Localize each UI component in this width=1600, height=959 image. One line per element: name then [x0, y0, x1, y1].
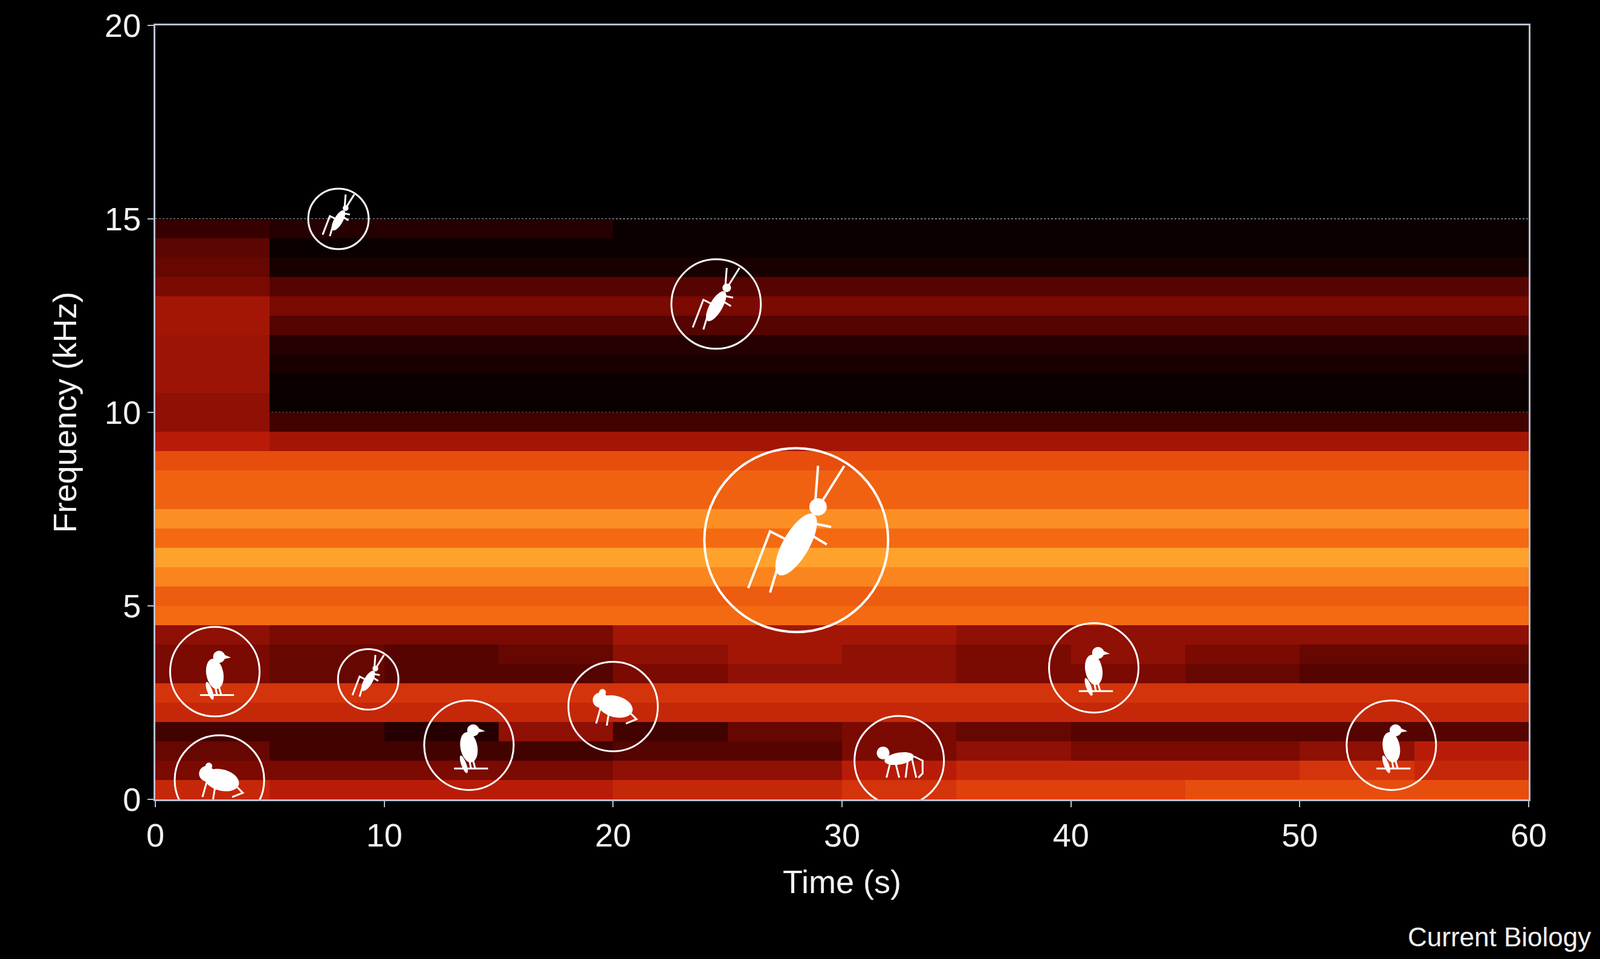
- svg-text:5: 5: [122, 587, 141, 624]
- svg-text:50: 50: [1281, 816, 1318, 853]
- svg-text:10: 10: [104, 394, 141, 431]
- svg-text:0: 0: [146, 816, 165, 853]
- svg-text:20: 20: [594, 816, 632, 853]
- svg-text:30: 30: [823, 816, 861, 853]
- svg-text:Time (s): Time (s): [782, 863, 902, 900]
- svg-text:0: 0: [122, 780, 141, 818]
- svg-text:60: 60: [1510, 816, 1547, 853]
- svg-text:15: 15: [104, 200, 141, 237]
- svg-text:40: 40: [1052, 816, 1090, 853]
- svg-text:20: 20: [104, 7, 141, 44]
- svg-text:10: 10: [366, 816, 403, 853]
- svg-text:Current Biology: Current Biology: [1407, 921, 1591, 952]
- svg-text:Frequency (kHz): Frequency (kHz): [46, 291, 83, 533]
